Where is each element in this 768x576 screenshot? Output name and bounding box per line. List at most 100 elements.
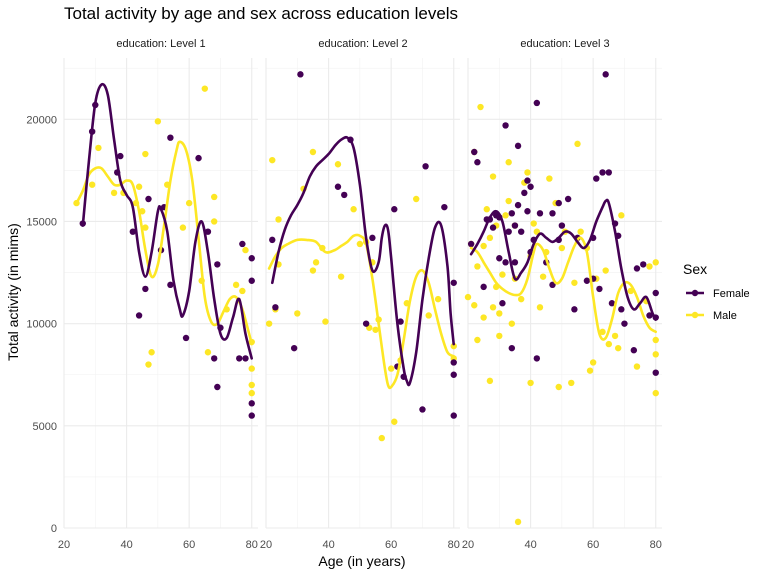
data-point-male xyxy=(480,242,487,250)
facet-panel: education: Level 2 20 40 60 80 xyxy=(260,38,460,551)
data-point-male xyxy=(309,148,317,156)
data-point-female xyxy=(474,159,481,166)
data-point-female xyxy=(602,71,609,78)
y-tick-label: 20000 xyxy=(26,114,57,126)
facet-strip-label: education: Level 3 xyxy=(520,38,609,50)
facet-strip-label: education: Level 2 xyxy=(318,38,407,50)
data-point-male xyxy=(483,206,490,213)
data-point-male xyxy=(517,295,525,303)
facet-panel: education: Level 1 20 40 60 80 xyxy=(58,38,258,551)
data-point-male xyxy=(480,314,487,321)
smooth-line-male xyxy=(267,233,455,390)
data-point-male xyxy=(602,267,609,274)
data-point-female xyxy=(167,134,174,141)
data-point-female xyxy=(422,163,429,170)
data-point-male xyxy=(145,361,152,368)
data-point-male xyxy=(589,359,597,366)
data-point-female xyxy=(489,224,497,231)
data-point-female xyxy=(558,222,566,229)
data-point-female xyxy=(117,152,124,160)
data-point-female xyxy=(214,383,221,391)
data-point-male xyxy=(614,344,622,352)
data-point-male xyxy=(489,304,497,311)
data-point-female xyxy=(391,206,398,213)
y-tick-label: 10000 xyxy=(26,319,57,331)
data-point-female xyxy=(630,347,638,354)
data-point-male xyxy=(633,363,641,370)
facet-panels: 0 5000 10000 15000 20000 education: Level 1 20… xyxy=(26,38,662,551)
data-point-male xyxy=(508,320,516,327)
legend-label: Male xyxy=(713,310,737,322)
data-point-female xyxy=(621,320,628,327)
data-point-male xyxy=(496,332,503,340)
x-tick-label: 60 xyxy=(385,539,397,551)
data-point-female xyxy=(502,122,509,129)
data-point-male xyxy=(502,212,509,219)
data-point-female xyxy=(297,71,304,78)
data-point-female xyxy=(599,169,606,176)
data-point-female xyxy=(564,195,572,203)
data-point-male xyxy=(239,287,246,295)
data-point-male xyxy=(378,434,385,442)
data-point-female xyxy=(272,304,279,311)
data-point-male xyxy=(248,389,255,397)
x-tick-label: 80 xyxy=(246,539,258,551)
data-point-female xyxy=(142,285,149,293)
data-point-male xyxy=(294,310,301,317)
data-point-female xyxy=(533,99,541,107)
data-point-male xyxy=(242,246,249,254)
data-point-female xyxy=(605,169,613,176)
legend-title: Sex xyxy=(683,261,707,277)
data-point-male xyxy=(652,389,659,397)
x-axis-title: Age (in years) xyxy=(318,553,405,569)
data-point-male xyxy=(154,118,162,125)
data-point-female xyxy=(204,228,212,235)
data-point-male xyxy=(477,103,484,111)
data-point-male xyxy=(536,304,544,311)
data-point-male xyxy=(210,193,218,201)
data-point-male xyxy=(334,161,342,168)
legend: Sex Female Male xyxy=(683,261,750,322)
data-point-male xyxy=(391,418,398,425)
data-point-female xyxy=(450,371,457,378)
data-point-female xyxy=(269,236,276,244)
data-point-male xyxy=(309,267,317,274)
data-point-female xyxy=(248,400,255,407)
data-point-male xyxy=(265,320,273,327)
x-tick-label: 60 xyxy=(183,539,195,551)
data-point-male xyxy=(505,159,512,166)
data-point-female xyxy=(536,210,544,217)
data-point-male xyxy=(110,189,118,197)
data-point-male xyxy=(618,212,625,219)
data-point-male xyxy=(179,224,187,231)
data-point-female xyxy=(508,210,516,217)
data-point-male xyxy=(312,259,320,266)
data-point-male xyxy=(558,244,566,252)
data-point-female xyxy=(195,154,202,162)
data-point-male xyxy=(322,318,329,325)
smooth-line-female xyxy=(81,82,253,360)
data-point-female xyxy=(480,283,487,291)
data-point-female xyxy=(129,228,137,235)
data-point-female xyxy=(527,183,534,190)
data-point-female xyxy=(646,312,653,319)
y-tick-label: 5000 xyxy=(33,421,57,433)
data-point-male xyxy=(95,144,102,152)
chart-title: Total activity by age and sex across edu… xyxy=(64,4,459,23)
data-point-female xyxy=(467,240,475,248)
data-point-male xyxy=(148,349,155,356)
data-point-male xyxy=(499,271,506,278)
legend-label: Female xyxy=(713,288,750,300)
data-point-female xyxy=(290,344,298,352)
data-point-male xyxy=(450,342,457,350)
data-point-male xyxy=(201,85,209,92)
data-point-female xyxy=(652,289,659,297)
data-point-female xyxy=(633,265,641,272)
data-point-female xyxy=(533,355,541,362)
data-point-male xyxy=(599,328,606,336)
data-point-female xyxy=(450,412,457,419)
data-point-male xyxy=(486,234,494,242)
data-point-female xyxy=(248,277,255,284)
data-point-female xyxy=(496,255,503,262)
data-point-female xyxy=(419,406,426,413)
